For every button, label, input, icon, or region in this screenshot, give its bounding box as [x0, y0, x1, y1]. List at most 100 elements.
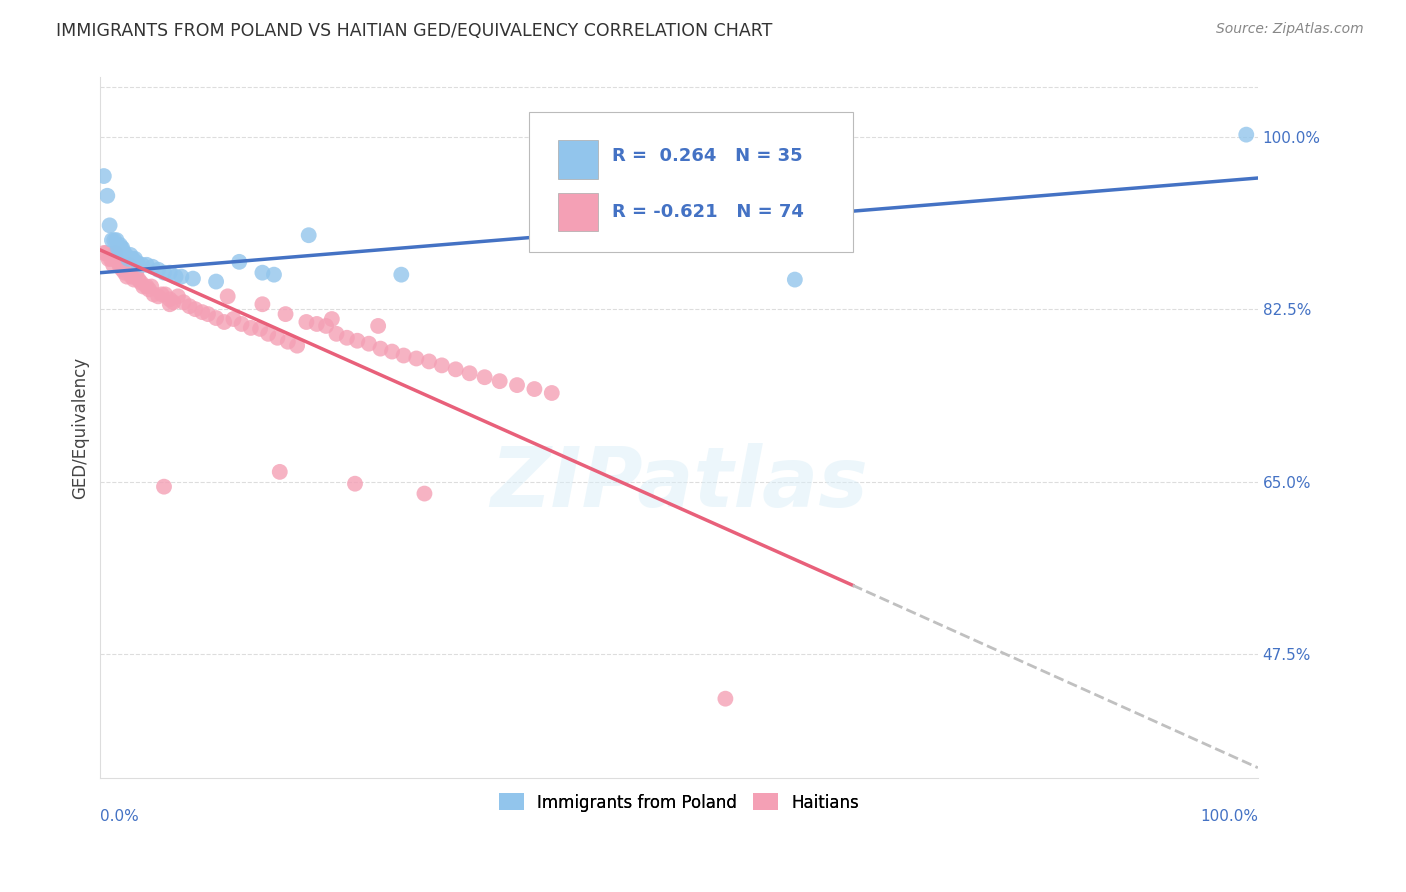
Point	[430, 359, 453, 373]
Text: 0.0%: 0.0%	[100, 809, 139, 824]
Point	[115, 269, 138, 284]
Point	[381, 344, 404, 359]
Point	[212, 315, 235, 329]
Point	[110, 241, 132, 255]
Point	[159, 293, 181, 307]
Point	[162, 295, 184, 310]
Point	[159, 266, 181, 280]
Point	[184, 302, 207, 317]
Point	[783, 272, 806, 286]
Point	[101, 233, 124, 247]
Point	[191, 305, 214, 319]
Point	[98, 219, 121, 233]
Point	[127, 256, 149, 270]
Point	[118, 258, 141, 272]
Point	[142, 287, 165, 301]
Point	[392, 349, 415, 363]
Y-axis label: GED/Equivalency: GED/Equivalency	[72, 357, 89, 499]
Point	[285, 339, 308, 353]
Point	[131, 258, 153, 272]
Point	[108, 238, 131, 252]
Point	[405, 351, 427, 366]
Point	[148, 262, 170, 277]
Point	[540, 386, 562, 401]
Point	[179, 299, 201, 313]
Point	[523, 382, 546, 396]
Point	[114, 266, 136, 280]
Point	[105, 233, 128, 247]
Point	[165, 269, 187, 284]
Point	[357, 336, 380, 351]
Point	[107, 255, 129, 269]
Point	[128, 272, 150, 286]
Point	[263, 268, 285, 282]
Point	[370, 342, 392, 356]
Point	[132, 279, 155, 293]
Point	[117, 252, 139, 266]
Point	[122, 272, 145, 286]
Point	[96, 188, 118, 202]
Point	[343, 476, 366, 491]
Point	[153, 480, 176, 494]
Point	[100, 252, 122, 266]
Point	[181, 271, 204, 285]
Point	[389, 268, 412, 282]
Point	[135, 279, 157, 293]
Text: R = -0.621   N = 74: R = -0.621 N = 74	[612, 202, 804, 221]
Point	[315, 318, 337, 333]
Point	[108, 260, 131, 274]
Point	[295, 315, 318, 329]
Point	[488, 374, 510, 388]
Legend: Immigrants from Poland, Haitians: Immigrants from Poland, Haitians	[492, 787, 866, 818]
Point	[346, 334, 368, 348]
Point	[150, 287, 173, 301]
Point	[111, 262, 134, 277]
Text: Source: ZipAtlas.com: Source: ZipAtlas.com	[1216, 22, 1364, 37]
Point	[205, 311, 228, 326]
Point	[205, 275, 228, 289]
Point	[336, 331, 359, 345]
FancyBboxPatch shape	[558, 193, 598, 231]
FancyBboxPatch shape	[529, 112, 852, 252]
Point	[153, 287, 176, 301]
Point	[1234, 128, 1257, 142]
Point	[458, 366, 481, 380]
Point	[121, 252, 143, 266]
Point	[167, 289, 190, 303]
Text: 100.0%: 100.0%	[1199, 809, 1258, 824]
Point	[277, 334, 299, 349]
Point	[124, 252, 146, 266]
Point	[114, 248, 136, 262]
Point	[103, 233, 125, 247]
Point	[141, 260, 163, 274]
Text: IMMIGRANTS FROM POLAND VS HAITIAN GED/EQUIVALENCY CORRELATION CHART: IMMIGRANTS FROM POLAND VS HAITIAN GED/EQ…	[56, 22, 773, 40]
Point	[93, 169, 115, 183]
Point	[222, 312, 245, 326]
Point	[120, 248, 142, 262]
Point	[170, 269, 193, 284]
Point	[298, 228, 321, 243]
Point	[444, 362, 467, 376]
Text: ZIPatlas: ZIPatlas	[491, 443, 868, 524]
Point	[413, 486, 436, 500]
Text: R =  0.264   N = 35: R = 0.264 N = 35	[612, 147, 803, 165]
Point	[138, 282, 160, 296]
FancyBboxPatch shape	[558, 140, 598, 179]
Point	[125, 266, 148, 280]
Point	[266, 331, 288, 345]
Point	[101, 258, 124, 272]
Point	[148, 289, 170, 303]
Point	[252, 297, 274, 311]
Point	[97, 252, 120, 266]
Point	[159, 297, 181, 311]
Point	[129, 276, 152, 290]
Point	[252, 266, 274, 280]
Point	[305, 317, 328, 331]
Point	[112, 244, 135, 259]
Point	[239, 321, 262, 335]
Point	[141, 279, 163, 293]
Point	[321, 312, 343, 326]
Point	[228, 255, 250, 269]
Point	[231, 317, 253, 331]
Point	[418, 354, 440, 368]
